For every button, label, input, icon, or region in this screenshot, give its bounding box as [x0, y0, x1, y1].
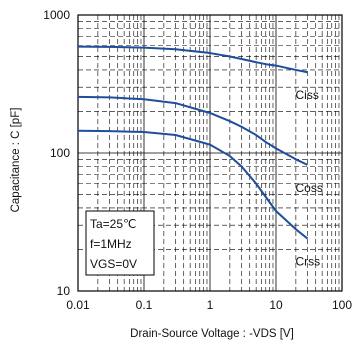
- y-tick-label-0: 1000: [43, 8, 70, 22]
- plot-frame: [77, 14, 343, 292]
- series-line-coss: [77, 95, 308, 166]
- x-tick-label-1: 0.1: [136, 298, 153, 312]
- x-tick-label-3: 10: [269, 298, 283, 312]
- condition-temperature: Ta=25℃: [90, 217, 137, 231]
- y-tick-label-2: 10: [57, 284, 71, 298]
- series-line-crss: [77, 129, 309, 240]
- x-axis-label: Drain-Source Voltage : -VDS [V]: [130, 328, 294, 340]
- series-labels: Ciss Coss Crss: [295, 88, 322, 268]
- y-axis-label: Capacitance : C [pF]: [10, 108, 22, 213]
- conditions-box-frame: [85, 210, 155, 276]
- x-tick-label-0: 0.01: [66, 298, 90, 312]
- y-tick-label-1: 100: [50, 146, 70, 160]
- series-label-ciss: Ciss: [295, 88, 318, 102]
- series-label-coss: Coss: [295, 181, 322, 195]
- tick-labels: 0.01 0.1 1 10 100 1000 100 10: [43, 8, 352, 312]
- series-layer: [77, 45, 309, 240]
- series-label-crss: Crss: [295, 255, 320, 269]
- x-tick-label-2: 1: [207, 298, 214, 312]
- x-tick-label-4: 100: [332, 298, 352, 312]
- condition-vgs: VGS=0V: [90, 257, 137, 271]
- condition-frequency: f=1MHz: [90, 237, 132, 251]
- series-line-ciss: [77, 45, 308, 74]
- conditions-box: Ta=25℃ f=1MHz VGS=0V: [85, 210, 155, 276]
